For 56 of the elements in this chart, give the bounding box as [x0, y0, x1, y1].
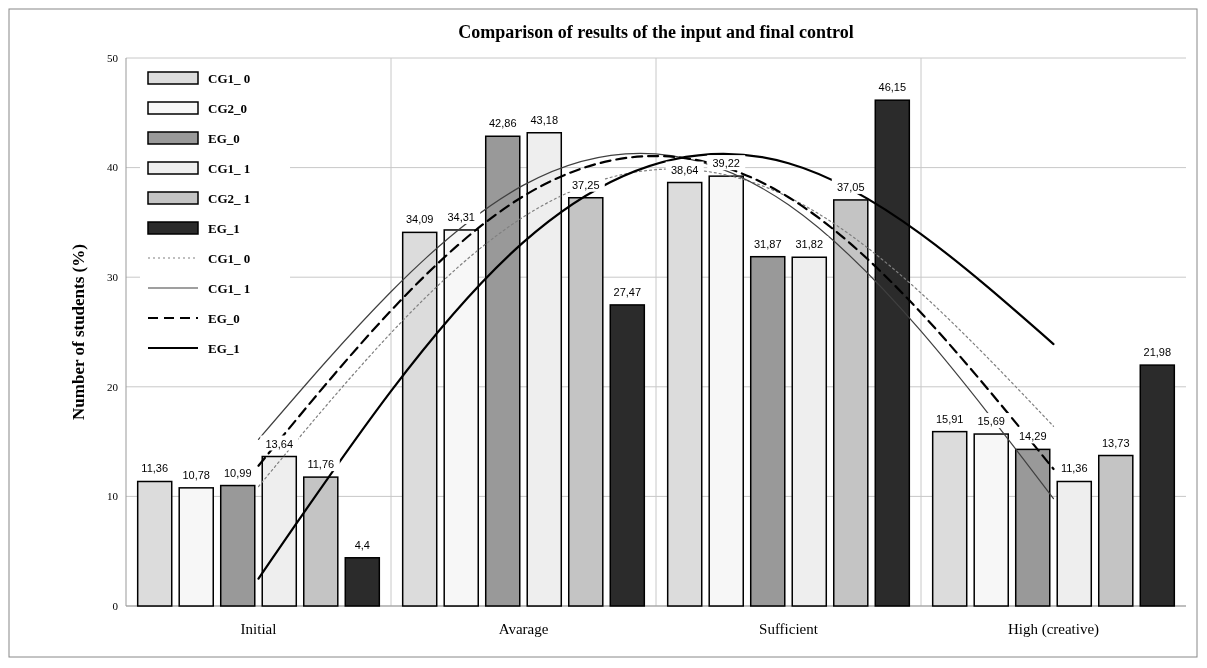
bar: [791, 256, 828, 607]
bar: [666, 181, 703, 607]
y-axis-title: Number of students (%): [69, 244, 88, 420]
legend-label: EG_0: [208, 130, 240, 146]
legend-label: CG2_0: [208, 100, 247, 116]
bar: [609, 304, 646, 607]
x-tick-label: Initial: [240, 621, 277, 637]
y-tick-label: 20: [107, 380, 119, 393]
data-label: 27,47: [613, 285, 642, 298]
y-tick-label: 50: [107, 51, 119, 64]
data-label: 11,76: [307, 458, 335, 471]
data-label: 46,15: [878, 81, 907, 94]
data-label: 34,31: [447, 210, 475, 223]
legend-label: EG_1: [208, 340, 240, 356]
data-label: 13,73: [1102, 436, 1130, 449]
bar: [931, 430, 968, 607]
y-tick-label: 10: [107, 490, 119, 503]
data-label: 37,25: [572, 178, 600, 191]
legend-label: CG1_ 1: [208, 280, 251, 296]
data-label: 10,99: [223, 466, 252, 479]
x-tick-label: Sufficient: [759, 621, 819, 637]
data-label: 37,05: [837, 180, 865, 193]
bar: [178, 487, 214, 607]
legend-label: CG1_ 0: [208, 250, 251, 266]
legend-label: EG_0: [208, 310, 240, 326]
y-tick-label: 40: [107, 161, 119, 174]
data-label: 21,98: [1143, 346, 1172, 359]
data-label: 11,36: [141, 462, 169, 475]
data-label: 11,36: [1060, 462, 1088, 475]
bar: [136, 480, 173, 607]
data-label: 34,09: [405, 213, 434, 226]
data-label: 39,22: [712, 157, 740, 170]
x-tick-label: High (creative): [1007, 621, 1100, 638]
data-label: 43,18: [530, 113, 559, 126]
data-label: 10,78: [182, 468, 210, 481]
data-label: 42,86: [488, 117, 517, 130]
data-label: 4,4: [354, 538, 370, 551]
x-tick-label: Avarage: [498, 621, 549, 637]
data-label: 13,64: [265, 437, 294, 450]
legend-label: EG_1: [208, 220, 240, 236]
legend-label: CG1_ 1: [208, 160, 251, 176]
bar: [973, 433, 1009, 607]
bar: [344, 557, 381, 607]
y-tick-label: 30: [107, 271, 119, 284]
legend-label: CG1_ 0: [208, 70, 251, 86]
data-label: 38,64: [670, 163, 699, 176]
y-tick-label: 0: [112, 599, 119, 612]
data-label: 14,29: [1018, 430, 1047, 443]
bar: [1139, 364, 1176, 607]
chart-title: Comparison of results of the input and final control: [458, 22, 854, 42]
data-label: 15,91: [935, 412, 964, 425]
data-label: 31,87: [753, 237, 782, 250]
bar: [1056, 480, 1093, 607]
legend-label: CG2_ 1: [208, 190, 251, 206]
data-label: 31,82: [795, 238, 824, 251]
data-label: 15,69: [977, 415, 1005, 428]
